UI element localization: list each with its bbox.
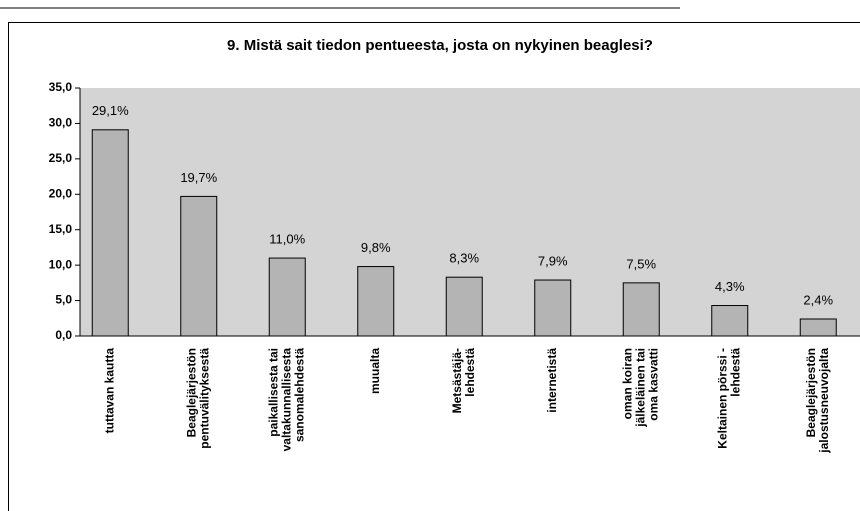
bar [268,257,306,337]
value-label: 9,8% [361,240,391,255]
x-tick-label: tuttavan kautta [102,348,116,434]
x-tick-label: internetistä [545,348,559,413]
bar [357,266,395,337]
x-tick-label: paikallisesta tai [266,348,280,437]
value-label: 2,4% [803,292,833,307]
value-label: 29,1% [92,103,129,118]
y-tick-label: 10,0 [49,257,73,271]
x-tick-label: muualta [368,348,382,394]
x-tick-label: Beaglejärjestön [804,348,818,437]
y-tick-label: 15,0 [49,222,73,236]
y-tick-label: 0,0 [55,328,72,342]
y-tick-label: 30,0 [49,116,73,130]
x-tick-label: Keltainen pörssi - [715,348,729,449]
x-tick-label: Metsästäjä- [450,348,464,413]
y-tick-label: 5,0 [55,293,72,307]
value-label: 8,3% [449,251,479,266]
x-tick-label: oman koiran [620,348,634,419]
value-label: 11,0% [269,231,305,246]
y-tick-label: 25,0 [49,151,73,165]
x-tick-label: Beaglejärjestön [184,348,198,437]
x-tick-label: lehdestä [728,348,742,397]
x-tick-label: jalostusneuvojalta [817,348,831,454]
x-tick-label: pentuvälityksestä [197,348,211,449]
bar [799,318,837,337]
bar [534,279,572,337]
y-tick-label: 35,0 [49,80,73,94]
bar [445,276,483,337]
value-label: 7,5% [626,256,656,271]
x-tick-label: oma kasvatti [646,348,660,421]
bar [180,195,218,337]
x-tick-label: lehdestä [463,348,477,397]
chart-title: 9. Mistä sait tiedon pentueesta, josta o… [227,37,653,54]
bar [622,282,660,337]
x-tick-label: sanomalehdestä [292,348,306,442]
x-tick-label: jälkeläinen tai [633,348,647,428]
value-label: 7,9% [538,253,568,268]
y-tick-label: 20,0 [49,186,73,200]
x-tick-label: valtakunnallisesta [279,348,293,452]
value-label: 19,7% [180,170,217,185]
bar [91,129,129,337]
value-label: 4,3% [715,279,745,294]
bar [711,305,749,337]
